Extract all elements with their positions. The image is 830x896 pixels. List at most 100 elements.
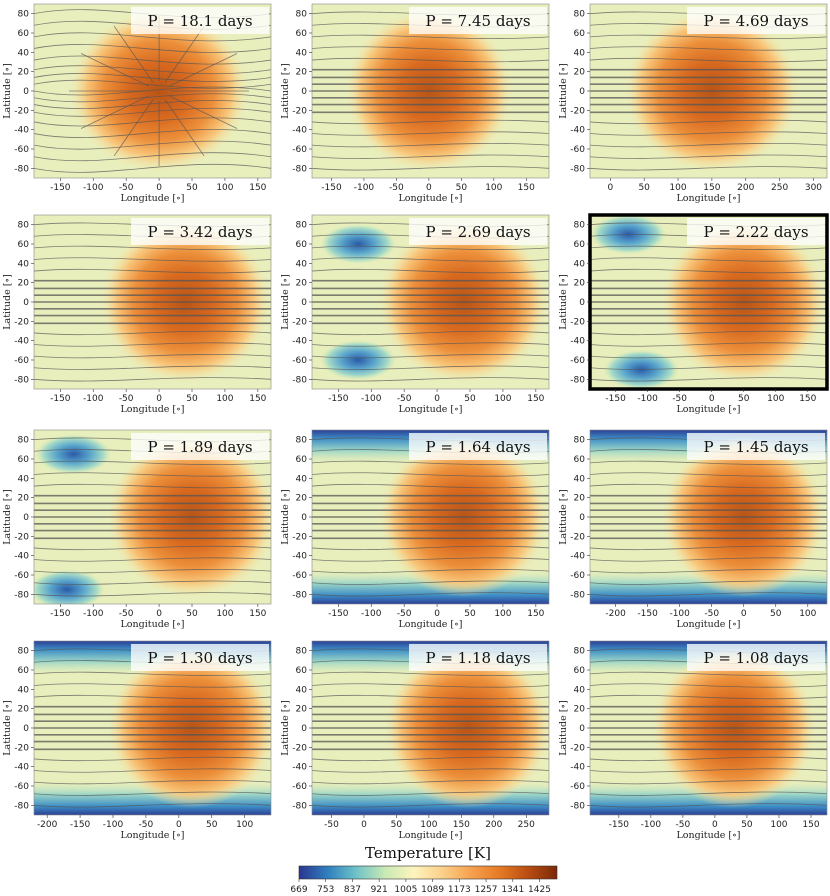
heatmap xyxy=(590,215,827,389)
period-label-box xyxy=(131,218,269,245)
y-axis-label: Latitude [∘] xyxy=(558,63,569,119)
cold-gyre xyxy=(34,569,105,604)
period-label-box xyxy=(687,7,825,34)
streamlines xyxy=(312,222,549,382)
y-tick-label: -60 xyxy=(570,356,585,366)
y-tick-label: 80 xyxy=(18,10,30,20)
x-tick-label: 250 xyxy=(518,820,535,830)
x-tick-label: 150 xyxy=(703,183,720,193)
x-tick-label: -100 xyxy=(83,183,104,193)
y-tick-label: -40 xyxy=(292,552,307,562)
y-tick-label: -80 xyxy=(570,590,585,600)
y-tick-label: -20 xyxy=(292,743,307,753)
y-tick-label: 60 xyxy=(574,29,586,39)
period-label: P = 1.45 days xyxy=(703,438,808,456)
x-tick-label: -150 xyxy=(70,820,91,830)
x-tick-label: 100 xyxy=(236,820,253,830)
period-label-box xyxy=(409,644,547,671)
y-tick-label: -20 xyxy=(14,106,29,116)
x-tick-label: 200 xyxy=(737,183,754,193)
x-axis-label: Longitude [∘] xyxy=(121,404,185,415)
x-tick-label: 50 xyxy=(464,609,476,619)
y-tick-label: 20 xyxy=(296,279,308,289)
x-tick-label: 0 xyxy=(709,394,715,404)
period-label-box xyxy=(131,644,269,671)
y-tick-label: 40 xyxy=(18,48,30,58)
y-axis-label: Latitude [∘] xyxy=(280,63,291,119)
x-axis-label: Longitude [∘] xyxy=(677,619,741,630)
y-tick-label: 60 xyxy=(18,455,30,465)
x-tick-label: 0 xyxy=(361,820,367,830)
y-tick-label: 80 xyxy=(18,647,30,657)
y-tick-label: 20 xyxy=(296,705,308,715)
x-tick-label: -100 xyxy=(641,820,662,830)
x-tick-label: 0 xyxy=(741,609,747,619)
x-tick-label: -50 xyxy=(119,394,134,404)
period-label: P = 18.1 days xyxy=(147,12,252,30)
panel-10: -200 -150 -100 -50 0 50 100-80-60-40-200204060… xyxy=(2,640,272,841)
y-tick-label: 0 xyxy=(579,87,585,97)
y-axis-label: Latitude [∘] xyxy=(558,274,569,330)
x-tick-label: 300 xyxy=(805,183,822,193)
y-tick-label: -60 xyxy=(292,145,307,155)
period-label: P = 1.30 days xyxy=(147,649,252,667)
x-tick-label: 50 xyxy=(186,609,198,619)
y-tick-label: 0 xyxy=(579,724,585,734)
y-tick-label: -40 xyxy=(14,763,29,773)
panel-2: -150 -100 -50 0 50 100 150 -80 -60 -40 -20 0 20 40 60 8… xyxy=(280,3,550,204)
y-tick-label: -60 xyxy=(570,571,585,581)
y-tick-label: -40 xyxy=(570,126,585,136)
panel-11: -50 0 50 100 150 200 250 -80 -60 -40 -20 0 20 40 60 80 L… xyxy=(280,640,550,841)
x-tick-label: 150 xyxy=(453,820,470,830)
y-tick-label: 80 xyxy=(574,436,586,446)
y-tick-label: 80 xyxy=(574,647,586,657)
x-tick-label: 0 xyxy=(434,609,440,619)
y-axis-label: Latitude [∘] xyxy=(558,489,569,545)
x-tick-label: -200 xyxy=(37,820,58,830)
period-label: P = 4.69 days xyxy=(703,12,808,30)
period-label: P = 1.64 days xyxy=(425,438,530,456)
x-tick-label: -100 xyxy=(354,183,375,193)
y-tick-label: -40 xyxy=(570,763,585,773)
panel-7: -150 -100 -50 0 50 100 150 -80 -60 -40 -20 0 20 40 60 8… xyxy=(2,429,272,630)
x-tick-label: -100 xyxy=(83,609,104,619)
y-tick-label: 80 xyxy=(574,10,586,20)
x-tick-label: 50 xyxy=(770,609,782,619)
x-tick-label: 50 xyxy=(738,394,750,404)
y-tick-label: 0 xyxy=(301,724,307,734)
x-tick-label: 0 xyxy=(156,609,162,619)
y-tick-label: 60 xyxy=(296,455,308,465)
y-tick-label: 60 xyxy=(574,240,586,250)
x-tick-label: -50 xyxy=(324,820,339,830)
y-tick-label: 40 xyxy=(574,259,586,269)
x-tick-label: 0 xyxy=(156,394,162,404)
y-tick-label: 20 xyxy=(18,68,30,78)
panel-1: -150 -100 -50 0 50 100 150 -80 -60 -40 -20 0 20 40 60 8… xyxy=(2,3,272,204)
period-label: P = 2.22 days xyxy=(703,223,808,241)
y-tick-label: -80 xyxy=(570,801,585,811)
y-tick-label: 20 xyxy=(574,705,586,715)
cold-gyre xyxy=(320,224,397,264)
colorbar-title: Temperature [K] xyxy=(365,844,491,862)
cold-gyre xyxy=(320,340,397,380)
y-tick-label: 40 xyxy=(574,474,586,484)
x-tick-label: 0 xyxy=(607,183,613,193)
x-tick-label: -150 xyxy=(609,820,630,830)
y-axis-label: Latitude [∘] xyxy=(280,700,291,756)
y-axis-label: Latitude [∘] xyxy=(2,489,13,545)
period-label: P = 7.45 days xyxy=(425,12,530,30)
x-tick-label: 100 xyxy=(767,394,784,404)
x-tick-label: 50 xyxy=(206,820,218,830)
x-tick-label: -50 xyxy=(119,183,134,193)
colorbar-tick-label: 753 xyxy=(317,885,334,895)
streamlines xyxy=(312,437,549,597)
period-label-box xyxy=(131,7,269,34)
y-tick-label: -20 xyxy=(570,106,585,116)
x-tick-label: 0 xyxy=(712,820,718,830)
y-tick-label: 0 xyxy=(23,513,29,523)
panel-12: -150 -100 -50 0 50 100 150 -80 -60 -40 -20 0 20 40 60 8… xyxy=(558,640,828,841)
x-tick-label: 250 xyxy=(771,183,788,193)
colorbar-tick-label: 1173 xyxy=(448,885,471,895)
y-tick-label: 20 xyxy=(18,705,30,715)
y-tick-label: 0 xyxy=(23,87,29,97)
